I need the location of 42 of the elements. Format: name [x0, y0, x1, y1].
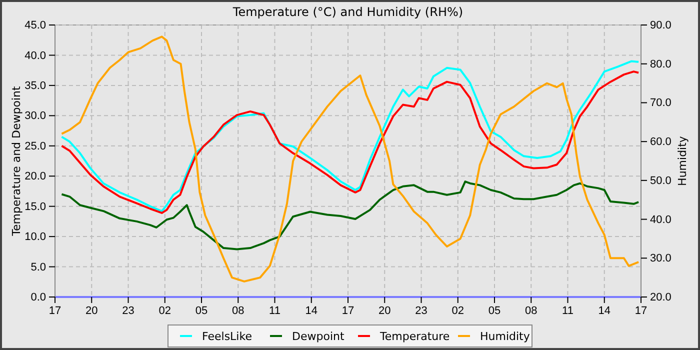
x-tick-label: 02 [158, 304, 171, 317]
x-tick-label: 17 [342, 304, 354, 317]
x-tick-label: 08 [232, 304, 244, 317]
chart-title: Temperature (°C) and Humidity (RH%) [232, 5, 464, 19]
legend-label: Dewpoint [292, 330, 345, 343]
y-tick-label: 45.0 [24, 20, 46, 32]
y-tick-label: 10.0 [24, 231, 46, 244]
legend-label: Humidity [480, 330, 530, 343]
x-tick-label: 02 [452, 304, 464, 317]
x-tick-label: 05 [488, 304, 501, 317]
y2-tick-label: 80.0 [650, 58, 672, 70]
y-tick-label: 0.0 [30, 292, 46, 304]
x-tick-label: 05 [195, 304, 208, 317]
y2-tick-label: 30.0 [650, 252, 672, 265]
y-tick-label: 40.0 [24, 50, 46, 62]
y2-tick-label: 50.0 [650, 174, 672, 187]
y2-tick-label: 40.0 [650, 214, 672, 226]
y-axis-title: Temperature and Dewpoint [10, 85, 23, 237]
x-tick-label: 20 [86, 304, 98, 317]
x-tick-label: 14 [305, 304, 318, 317]
y-tick-label: 35.0 [24, 80, 46, 92]
x-tick-label: 08 [525, 304, 538, 317]
x-tick-label: 20 [378, 304, 391, 317]
y-tick-label: 30.0 [24, 110, 46, 122]
y2-tick-label: 60.0 [650, 136, 672, 148]
x-tick-label: 14 [598, 304, 610, 317]
x-tick-label: 11 [562, 304, 574, 317]
legend-label: FeelsLike [202, 330, 252, 343]
y-tick-label: 5.0 [30, 261, 46, 274]
x-tick-label: 11 [269, 304, 280, 317]
y2-tick-label: 90.0 [650, 20, 672, 32]
y-tick-label: 15.0 [24, 200, 46, 213]
x-tick-label: 23 [415, 304, 428, 317]
legend-label: Temperature [379, 330, 450, 343]
y-tick-label: 25.0 [24, 140, 46, 152]
x-tick-label: 17 [48, 304, 62, 317]
y2-tick-label: 20.0 [650, 292, 672, 304]
x-tick-label: 23 [122, 304, 134, 317]
y2-tick-label: 70.0 [650, 97, 672, 110]
y-tick-label: 20.0 [24, 170, 46, 183]
x-tick-label: 17 [634, 304, 648, 317]
y2-axis-title: Humidity [676, 136, 689, 186]
